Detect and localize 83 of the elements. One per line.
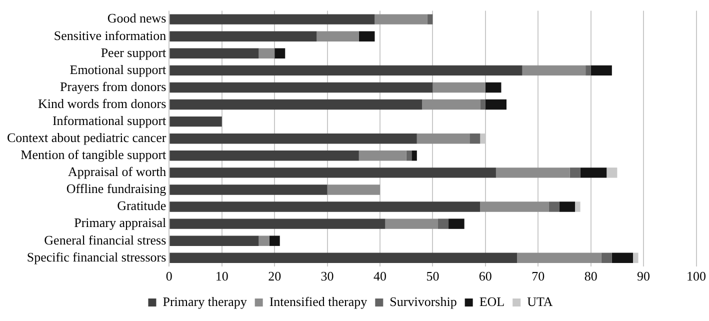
bar <box>416 133 470 144</box>
y-tick-label: Prayers from donors <box>60 78 166 94</box>
y-tick-label: Emotional support <box>70 62 167 77</box>
bar <box>269 236 280 246</box>
bar <box>412 150 417 161</box>
x-tick-label: 100 <box>686 268 706 284</box>
x-tick-label: 30 <box>320 268 334 284</box>
bar <box>170 252 518 263</box>
bar <box>485 82 502 93</box>
bar <box>432 82 486 93</box>
bar <box>274 48 286 59</box>
bar <box>258 236 270 246</box>
y-tick-label: Good news <box>107 10 166 26</box>
bar <box>406 150 412 161</box>
legend-label: Intensified therapy <box>269 294 368 309</box>
y-tick-label: Primary appraisal <box>74 215 167 230</box>
bar <box>485 99 507 110</box>
y-tick-label: Mention of tangible support <box>20 147 167 162</box>
bar <box>316 31 359 42</box>
legend-label: EOL <box>479 294 505 309</box>
legend-label: Primary therapy <box>162 294 248 309</box>
bar <box>448 218 464 229</box>
bar <box>580 168 607 178</box>
y-tick-label: Specific financial stressors <box>26 249 166 264</box>
bar <box>422 99 480 110</box>
bar <box>170 65 522 76</box>
y-tick-label: Context about pediatric cancer <box>6 130 167 146</box>
y-tick-label: Gratitude <box>117 198 166 214</box>
bar <box>590 65 612 76</box>
bar <box>586 65 591 76</box>
legend-label: UTA <box>527 294 554 309</box>
x-tick-label: 0 <box>166 268 172 284</box>
x-tick-label: 90 <box>637 268 650 284</box>
bar <box>170 150 359 161</box>
bar <box>470 133 480 144</box>
bar <box>601 252 612 263</box>
bar <box>170 99 422 110</box>
bar <box>170 133 417 144</box>
bar <box>606 168 618 178</box>
x-tick-label: 20 <box>268 268 282 284</box>
bar <box>575 202 580 212</box>
bar <box>327 184 380 195</box>
bar <box>427 14 433 24</box>
bar <box>170 82 433 93</box>
bar <box>358 31 375 42</box>
bar <box>170 116 222 127</box>
bar <box>548 202 560 212</box>
y-tick-label: Appraisal of worth <box>68 164 167 180</box>
bar <box>612 252 633 263</box>
bar <box>358 150 406 161</box>
x-tick-label: 70 <box>532 268 545 284</box>
y-tick-label: Kind words from donors <box>38 96 166 111</box>
y-tick-label: Sensitive information <box>54 28 167 43</box>
bar <box>170 31 317 42</box>
y-tick-label: Informational support <box>52 112 167 128</box>
bar <box>480 202 549 212</box>
bar <box>170 202 480 212</box>
bar <box>385 218 438 229</box>
bar <box>633 252 638 263</box>
bar <box>374 14 428 24</box>
y-tick-label: General financial stress <box>44 232 166 248</box>
x-tick-label: 50 <box>426 268 440 284</box>
bar <box>170 48 259 59</box>
legend-label: Survivorship <box>390 294 457 309</box>
bar <box>170 168 496 178</box>
bar <box>438 218 449 229</box>
x-tick-label: 60 <box>478 268 492 284</box>
x-tick-label: 40 <box>374 268 387 284</box>
y-tick-label: Offline fundraising <box>66 181 167 196</box>
bar <box>496 168 570 178</box>
x-tick-label: 80 <box>584 268 598 284</box>
bar <box>170 218 386 229</box>
bar <box>170 14 375 24</box>
x-tick-label: 10 <box>215 268 228 284</box>
bar <box>170 184 328 195</box>
bar <box>559 202 576 212</box>
bar <box>170 236 259 246</box>
bar <box>517 252 602 263</box>
bar <box>522 65 586 76</box>
bar <box>480 99 486 110</box>
y-tick-label: Peer support <box>100 44 167 60</box>
bar <box>570 168 580 178</box>
bar <box>258 48 275 59</box>
